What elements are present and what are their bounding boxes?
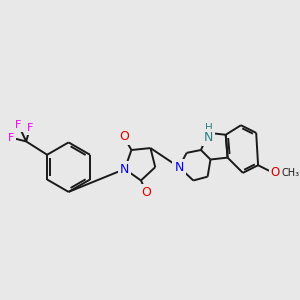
- Text: O: O: [142, 186, 152, 200]
- Text: F: F: [15, 120, 22, 130]
- Text: H: H: [205, 123, 212, 133]
- Text: N: N: [120, 163, 129, 176]
- Text: F: F: [8, 133, 14, 142]
- Text: CH₃: CH₃: [282, 168, 300, 178]
- Text: F: F: [27, 123, 33, 133]
- Text: N: N: [204, 131, 213, 144]
- Text: O: O: [271, 167, 280, 179]
- Text: N: N: [174, 160, 184, 174]
- Text: O: O: [119, 130, 129, 143]
